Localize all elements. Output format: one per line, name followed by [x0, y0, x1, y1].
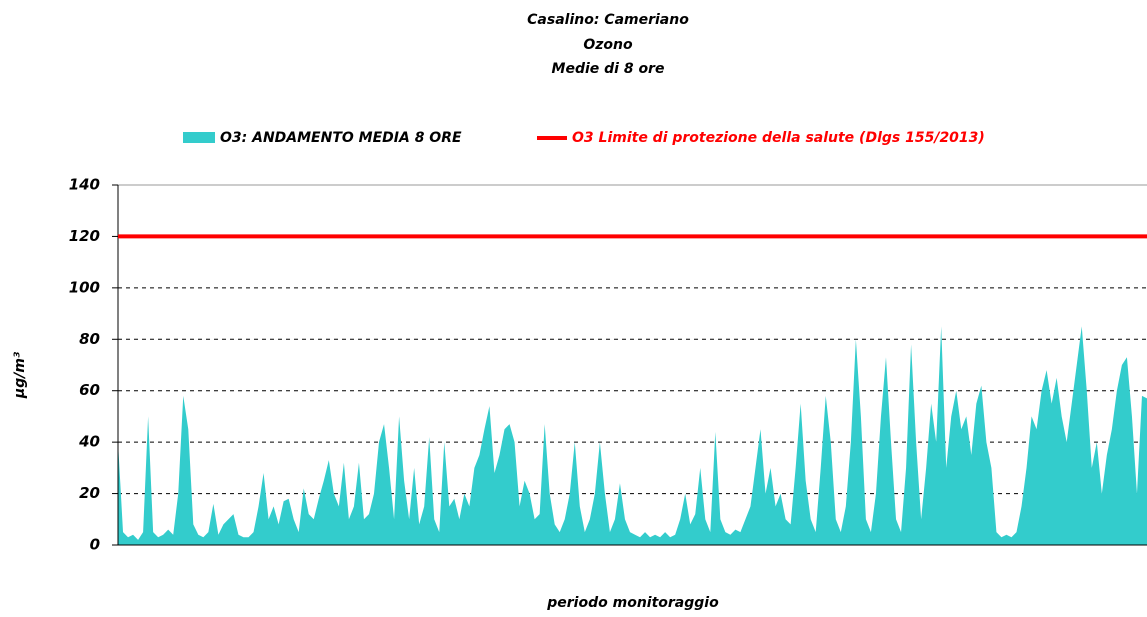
- y-tick-label: 40: [78, 433, 100, 451]
- chart-title: Casalino: Cameriano: [527, 12, 689, 28]
- y-tick-label: 20: [79, 484, 100, 502]
- y-tick-label: 80: [79, 330, 100, 348]
- legend-swatch: [183, 132, 215, 143]
- y-tick-label: 140: [69, 176, 100, 194]
- chart-subtitle: Medie di 8 ore: [552, 61, 665, 77]
- area: [118, 326, 1147, 545]
- y-axis-label: µg/m³: [12, 352, 28, 399]
- legend-label: O3: ANDAMENTO MEDIA 8 ORE: [220, 130, 462, 146]
- y-tick-label: 60: [79, 381, 100, 399]
- y-tick-label: 0: [90, 536, 100, 554]
- x-axis-label: periodo monitoraggio: [546, 595, 719, 611]
- legend-label: O3 Limite di protezione della salute (Dl…: [572, 130, 985, 146]
- y-tick-label: 120: [69, 227, 100, 245]
- chart-subtitle: Ozono: [583, 37, 633, 53]
- y-tick-label: 100: [69, 278, 100, 296]
